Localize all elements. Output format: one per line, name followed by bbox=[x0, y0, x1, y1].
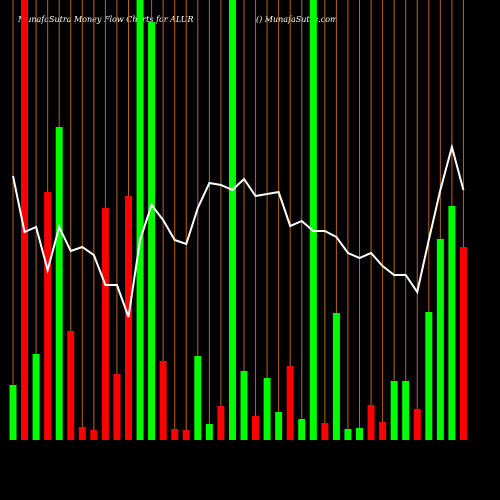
bar bbox=[205, 424, 213, 440]
bar bbox=[367, 405, 375, 440]
bar bbox=[67, 331, 75, 440]
bar bbox=[356, 428, 363, 440]
bar bbox=[55, 127, 63, 440]
bar bbox=[90, 430, 98, 440]
bar bbox=[448, 206, 456, 440]
bar bbox=[101, 208, 109, 440]
bar bbox=[425, 312, 433, 440]
price-line bbox=[12, 143, 465, 318]
bar bbox=[436, 239, 444, 440]
bar bbox=[44, 192, 52, 440]
bar bbox=[113, 374, 121, 440]
bar bbox=[379, 422, 387, 440]
bar bbox=[402, 381, 410, 440]
bar bbox=[9, 385, 17, 440]
bar bbox=[32, 354, 40, 440]
bar bbox=[309, 0, 317, 440]
bar bbox=[182, 430, 190, 440]
bar bbox=[298, 419, 306, 440]
bar bbox=[228, 0, 236, 440]
bar bbox=[136, 0, 144, 440]
bar bbox=[217, 406, 225, 440]
bar bbox=[194, 356, 202, 440]
bar bbox=[390, 381, 398, 440]
bar bbox=[286, 366, 294, 440]
bar bbox=[171, 429, 179, 440]
bar bbox=[321, 423, 329, 440]
bar bbox=[148, 22, 156, 440]
bar bbox=[413, 409, 421, 440]
bar bbox=[275, 412, 283, 440]
bar bbox=[459, 247, 467, 440]
bar bbox=[78, 427, 86, 440]
bar bbox=[21, 0, 29, 440]
bar bbox=[252, 416, 260, 440]
bar bbox=[344, 429, 352, 440]
guides bbox=[12, 0, 464, 440]
bar bbox=[332, 313, 340, 440]
bar bbox=[240, 371, 248, 440]
bar bbox=[125, 196, 132, 440]
chart-subtitle: () MunafaSutra.com bbox=[256, 15, 338, 24]
bar bbox=[159, 361, 167, 440]
bar bbox=[263, 378, 271, 440]
